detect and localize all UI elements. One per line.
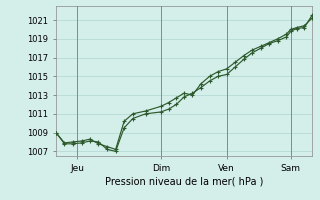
X-axis label: Pression niveau de la mer( hPa ): Pression niveau de la mer( hPa ) (105, 177, 263, 187)
